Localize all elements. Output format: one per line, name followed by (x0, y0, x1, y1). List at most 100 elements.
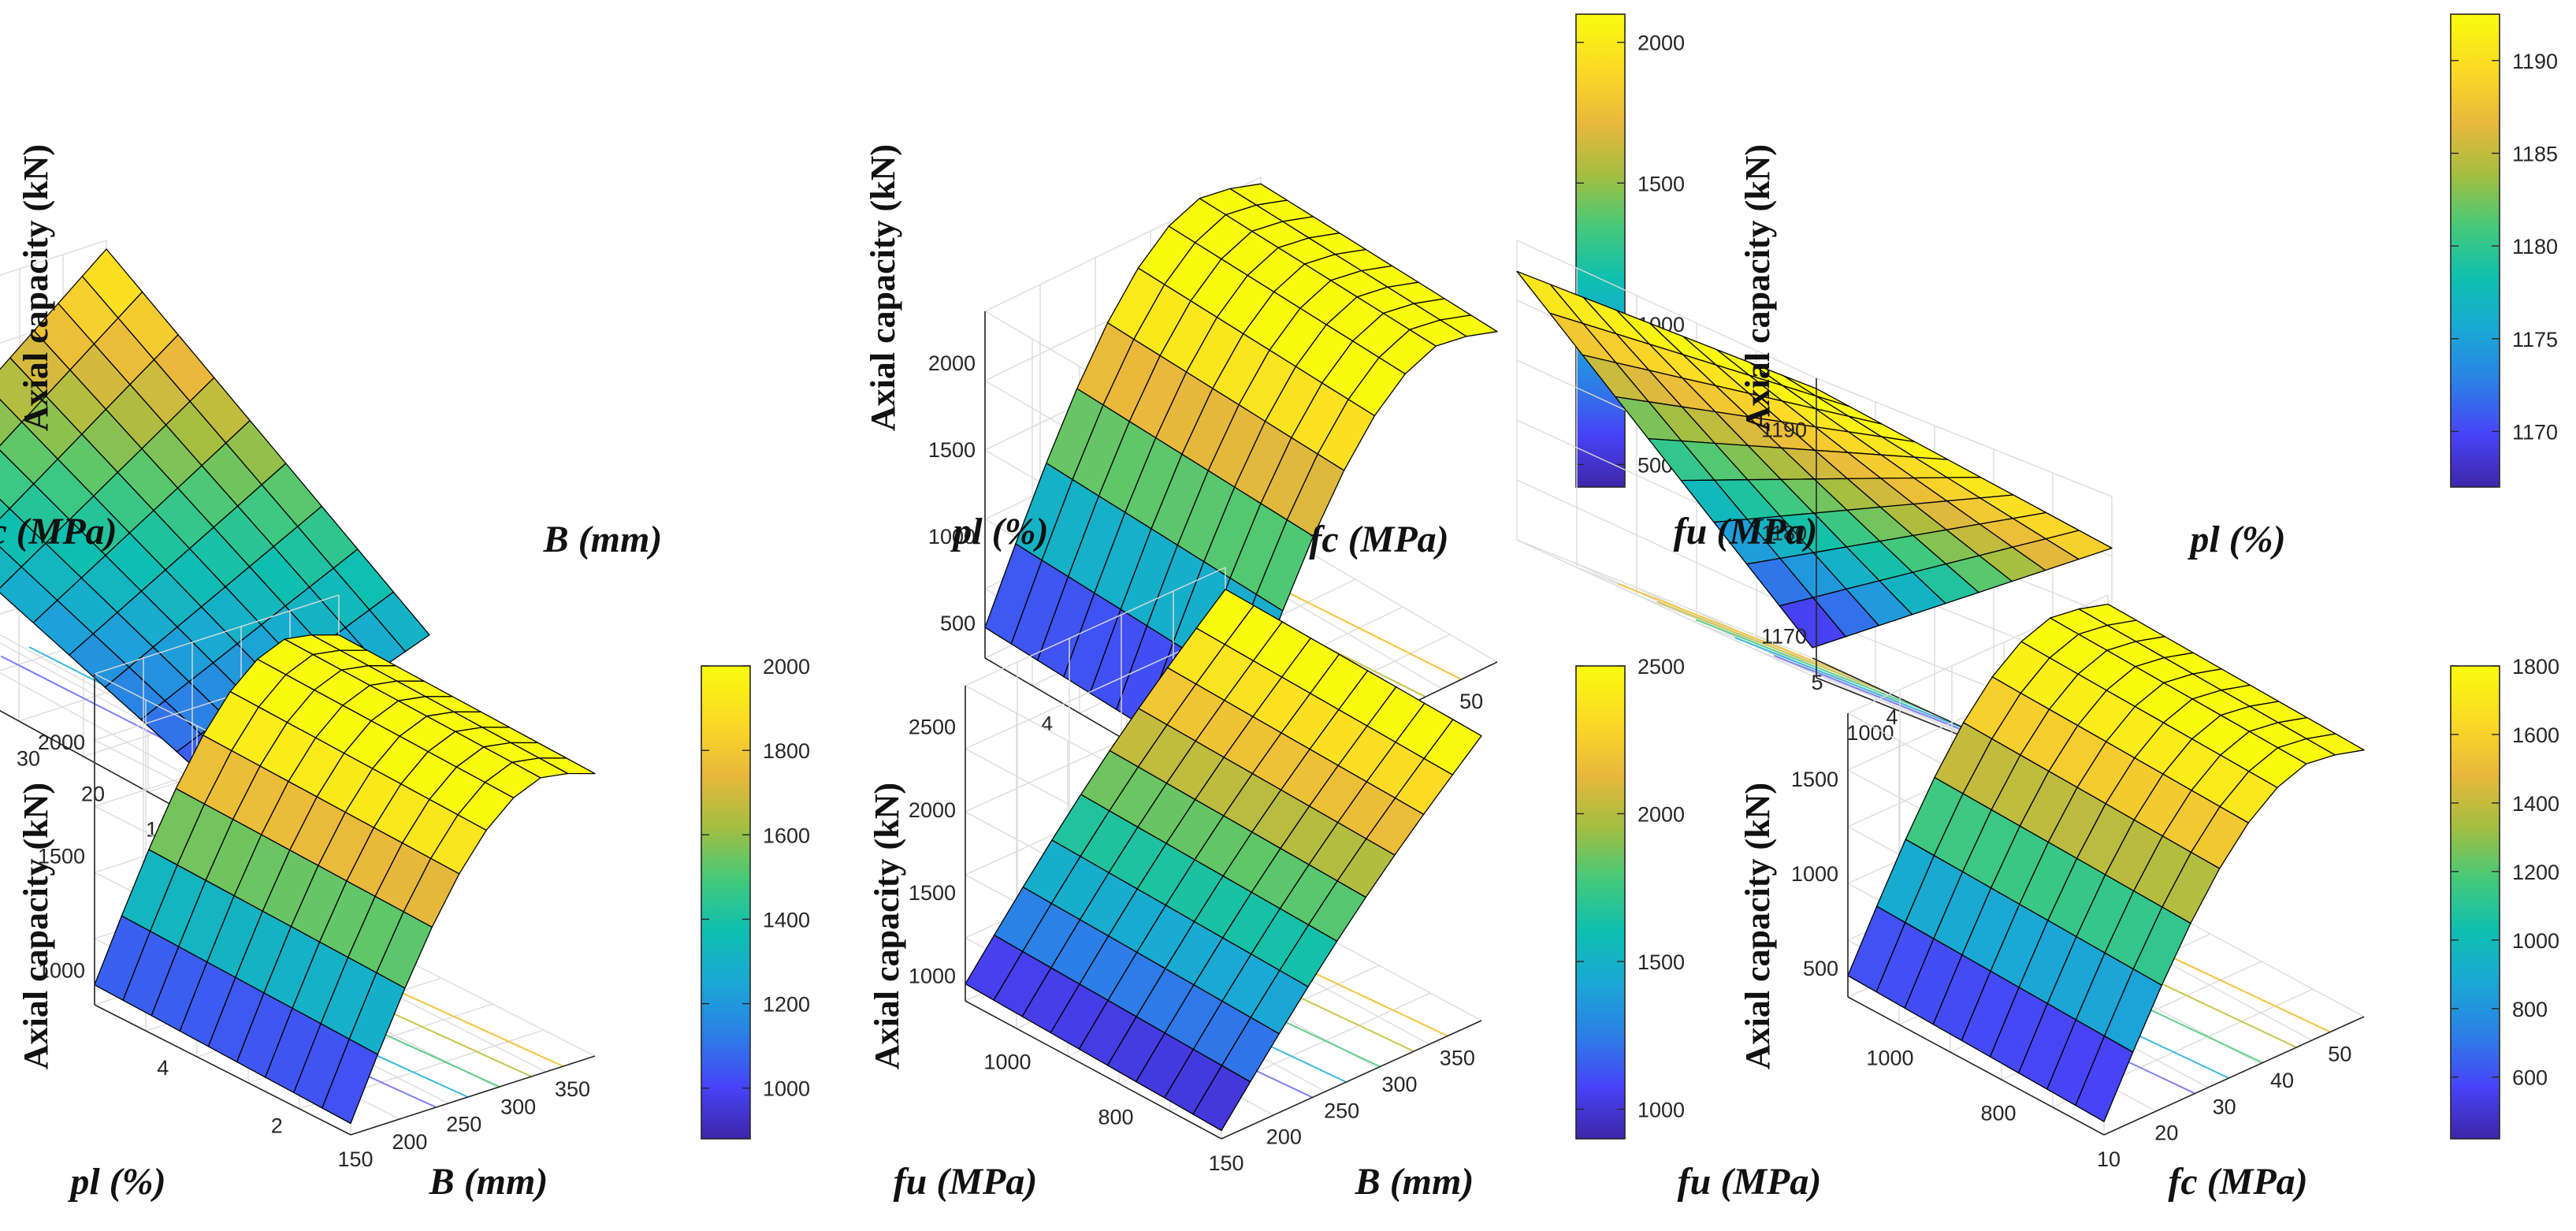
z-tick-label: 1000 (38, 959, 85, 983)
colorbar-tick-label: 1600 (2512, 723, 2559, 747)
colorbar-tick-label: 1170 (2512, 420, 2558, 444)
axis-lines (94, 674, 596, 1136)
x-tick-label: 300 (500, 1095, 536, 1118)
colorbar-gradient (2451, 14, 2500, 487)
y-tick-label: 4 (157, 1056, 169, 1080)
grid-line (965, 567, 1226, 686)
y-axis-line (94, 1004, 351, 1136)
x-axis-title: pl (%) (2187, 519, 2285, 560)
colorbar-gradient (701, 666, 750, 1139)
colorbar-tick-label: 1800 (763, 739, 810, 763)
colorbar-gradient (1576, 14, 1625, 487)
z-tick-label: 1190 (1761, 418, 1807, 442)
y-tick-label: 30 (17, 747, 40, 771)
colorbar-tick-label: 1500 (1637, 172, 1685, 195)
grid-line (0, 240, 107, 276)
surface (1847, 603, 2365, 1122)
z-tick-label: 1170 (1761, 625, 1807, 649)
x-tick-label: 10 (2097, 1147, 2121, 1171)
x-tick-label: 150 (1208, 1151, 1243, 1175)
z-tick-label: 500 (940, 612, 976, 635)
y-tick-label: 2 (271, 1114, 283, 1137)
panel-p3: 123458001000117011801190Axial capacity (… (1516, 13, 2558, 832)
colorbar-tick-label: 1190 (2512, 50, 2558, 73)
colorbar: 1000 1200 1400 1600 1800 2000 (701, 655, 810, 1140)
panel-p5: 150 200 250 300 350 800 1000 1000 1500 2000 2500 Ax… (868, 567, 1685, 1203)
z-tick-label: 1180 (1761, 522, 1807, 545)
colorbar-tick-label: 1600 (763, 824, 810, 847)
axis-lines (965, 686, 1482, 1140)
grid-line (1516, 240, 1817, 379)
x-tick-label: 50 (1459, 690, 1483, 713)
x-axis-title: B (mm) (543, 519, 663, 560)
x-axis-title: B (mm) (429, 1161, 548, 1203)
y-depth-axis-title: fc (MPa) (0, 511, 117, 552)
colorbar-tick-label: 1175 (2512, 328, 2558, 351)
colorbar-gradient (1576, 666, 1625, 1139)
y-axis-title: Axial capacity (kN) (17, 783, 55, 1069)
colorbar: 1000 1500 2000 2500 (1575, 655, 1685, 1140)
x-tick-label: 30 (2213, 1095, 2236, 1118)
x-tick-label: 250 (1324, 1099, 1359, 1122)
y-tick-label: 800 (1980, 1102, 2016, 1125)
colorbar: 600 800 1000 1200 1400 1600 1800 (2450, 655, 2559, 1140)
colorbar-gradient (2451, 666, 2500, 1139)
y-axis-title: Axial capacity (kN) (17, 144, 55, 431)
colorbar-tick-label: 1800 (2512, 655, 2559, 679)
x-tick-label: 40 (2270, 1069, 2294, 1092)
colorbar-tick-label: 1200 (2512, 861, 2559, 884)
z-tick-label: 500 (1803, 957, 1838, 980)
axis-lines (1847, 713, 2365, 1136)
x-axis-line (2103, 1016, 2365, 1136)
z-tick-label: 1000 (909, 964, 956, 987)
x-axis-title: fc (MPa) (2168, 1161, 2307, 1203)
x-tick-label: 4 (1886, 705, 1898, 729)
y-depth-axis-title: fu (MPa) (1678, 1161, 1822, 1203)
x-tick-label: 50 (2328, 1043, 2351, 1066)
y-tick-label: 800 (1098, 1106, 1133, 1129)
y-axis-title: Axial capacity (kN) (868, 783, 906, 1069)
y-axis-line (965, 1000, 1222, 1140)
panel-p4: 150 200 250 300 350 2 4 1000 1500 2000 Axial capac… (17, 594, 810, 1203)
tick-labels: 150 200 250 300 350 800 1000 1000 1500 2000 2500 (909, 716, 1475, 1175)
x-axis-title: B (mm) (1355, 1161, 1474, 1203)
tick-labels: 150 200 250 300 350 2 4 1000 1500 2000 (38, 731, 590, 1171)
surface (1516, 270, 2113, 649)
z-tick-label: 1500 (1791, 768, 1838, 791)
y-depth-axis-title: fu (MPa) (894, 1161, 1038, 1203)
z-tick-label: 2000 (38, 731, 85, 754)
z-tick-label: 1500 (909, 881, 956, 905)
colorbar-tick-label: 2000 (1637, 803, 1685, 827)
y-tick-label: 20 (81, 783, 105, 806)
surface-cell (1440, 314, 1498, 337)
colorbar-tick-label: 2500 (1637, 655, 1685, 679)
y-tick-label: 1000 (983, 1051, 1031, 1074)
y-axis-title: Axial capacity (kN) (1738, 783, 1777, 1069)
colorbar-frame (2450, 665, 2500, 1140)
x-tick-label: 20 (2154, 1121, 2178, 1145)
surface (965, 589, 1482, 1132)
z-tick-label: 1500 (38, 845, 85, 868)
colorbar-frame (701, 665, 751, 1140)
z-tick-label: 2000 (928, 351, 976, 375)
contour-line (1656, 601, 1891, 695)
x-axis-title: fc (MPa) (1309, 519, 1448, 560)
x-tick-label: 300 (1381, 1073, 1417, 1096)
y-axis-title: Axial capacity (kN) (1738, 144, 1777, 431)
colorbar-tick-label: 1500 (1637, 950, 1685, 974)
contour-line (1618, 582, 1852, 677)
x-tick-label: 150 (337, 1147, 373, 1171)
contour-line (1734, 637, 1968, 731)
colorbar-tick-label: 2000 (763, 655, 810, 679)
y-depth-axis-title: pl (%) (67, 1161, 165, 1203)
x-tick-label: 350 (555, 1077, 590, 1101)
colorbar-tick-label: 1185 (2512, 142, 2558, 165)
colorbar-tick-label: 1180 (2512, 235, 2558, 258)
y-tick-label: 1000 (1846, 721, 1894, 745)
x-tick-label: 200 (1266, 1125, 1302, 1149)
grid-line (1516, 539, 1813, 659)
grid-line (1516, 539, 1817, 679)
y-depth-axis-title: pl (%) (950, 511, 1048, 552)
